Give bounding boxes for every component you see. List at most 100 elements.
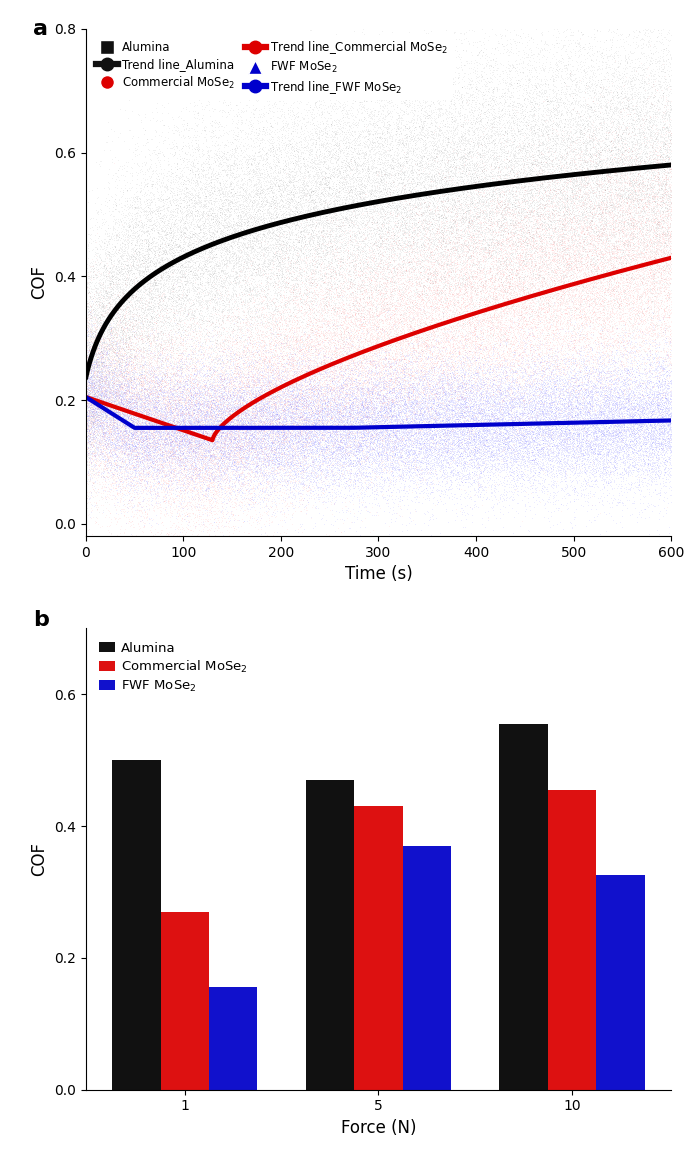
Point (377, 436, 388, 454)
Point (656, 420, 667, 438)
Point (269, 169, 279, 188)
Point (262, 318, 273, 337)
Point (135, 355, 146, 374)
Point (323, 383, 334, 401)
Point (554, 301, 565, 319)
Point (560, 225, 571, 243)
Point (636, 225, 647, 243)
Point (169, 406, 179, 424)
Point (406, 420, 416, 438)
Point (521, 235, 532, 254)
Point (127, 440, 138, 459)
Point (495, 346, 506, 364)
Point (488, 391, 499, 409)
Point (631, 444, 642, 462)
Point (657, 234, 668, 253)
Point (274, 369, 285, 387)
Point (112, 334, 123, 353)
Point (627, 219, 638, 238)
Point (338, 400, 349, 419)
Point (315, 301, 326, 319)
Point (186, 429, 197, 447)
Point (556, 389, 567, 407)
Point (157, 357, 168, 376)
Point (132, 261, 142, 279)
Point (82, 472, 92, 490)
Point (449, 331, 460, 349)
Point (203, 152, 214, 171)
Point (521, 393, 532, 412)
Point (425, 243, 436, 262)
Point (235, 491, 246, 510)
Point (348, 213, 359, 232)
Point (415, 341, 426, 360)
Point (211, 423, 222, 442)
Point (541, 338, 552, 356)
Point (284, 442, 295, 460)
Point (473, 458, 484, 476)
Point (194, 294, 205, 312)
Point (657, 416, 668, 435)
Point (556, 281, 566, 300)
Point (100, 345, 111, 363)
Point (133, 380, 144, 399)
Point (545, 379, 556, 398)
Point (456, 339, 466, 357)
Point (428, 430, 439, 449)
Point (269, 434, 279, 452)
Point (281, 401, 292, 420)
Point (618, 18, 629, 37)
Point (608, 184, 619, 203)
Point (301, 379, 312, 398)
Point (114, 370, 125, 389)
Point (195, 453, 206, 472)
Point (279, 356, 290, 375)
Point (523, 364, 534, 383)
Point (217, 302, 228, 321)
Point (563, 244, 574, 263)
Point (329, 424, 340, 443)
Point (160, 205, 171, 224)
Point (569, 270, 580, 288)
Point (179, 422, 190, 440)
Point (316, 423, 327, 442)
Point (527, 306, 538, 324)
Point (652, 297, 663, 316)
Point (118, 405, 129, 423)
Point (617, 409, 628, 428)
Point (524, 326, 535, 345)
Point (264, 389, 275, 407)
Point (520, 308, 531, 326)
Point (284, 395, 295, 414)
Point (170, 399, 181, 417)
Point (345, 400, 356, 419)
Point (415, 159, 426, 178)
Point (319, 288, 329, 307)
Point (179, 408, 190, 427)
Point (623, 282, 634, 301)
Point (558, 362, 569, 380)
Point (552, 249, 563, 267)
Point (468, 382, 479, 400)
Point (223, 242, 234, 261)
Point (443, 342, 454, 361)
Point (205, 392, 216, 410)
Point (589, 209, 600, 227)
Point (386, 194, 397, 212)
Point (389, 337, 400, 355)
Point (345, 457, 356, 475)
Point (270, 449, 281, 467)
Point (179, 423, 190, 442)
Point (410, 386, 421, 405)
Point (445, 359, 456, 377)
Point (574, 239, 585, 257)
Point (560, 21, 571, 39)
Point (99, 319, 110, 338)
Point (296, 380, 307, 399)
Point (521, 297, 532, 316)
Point (292, 333, 303, 352)
Point (212, 60, 223, 78)
Point (260, 360, 271, 378)
Point (428, 450, 439, 468)
Point (106, 432, 117, 451)
